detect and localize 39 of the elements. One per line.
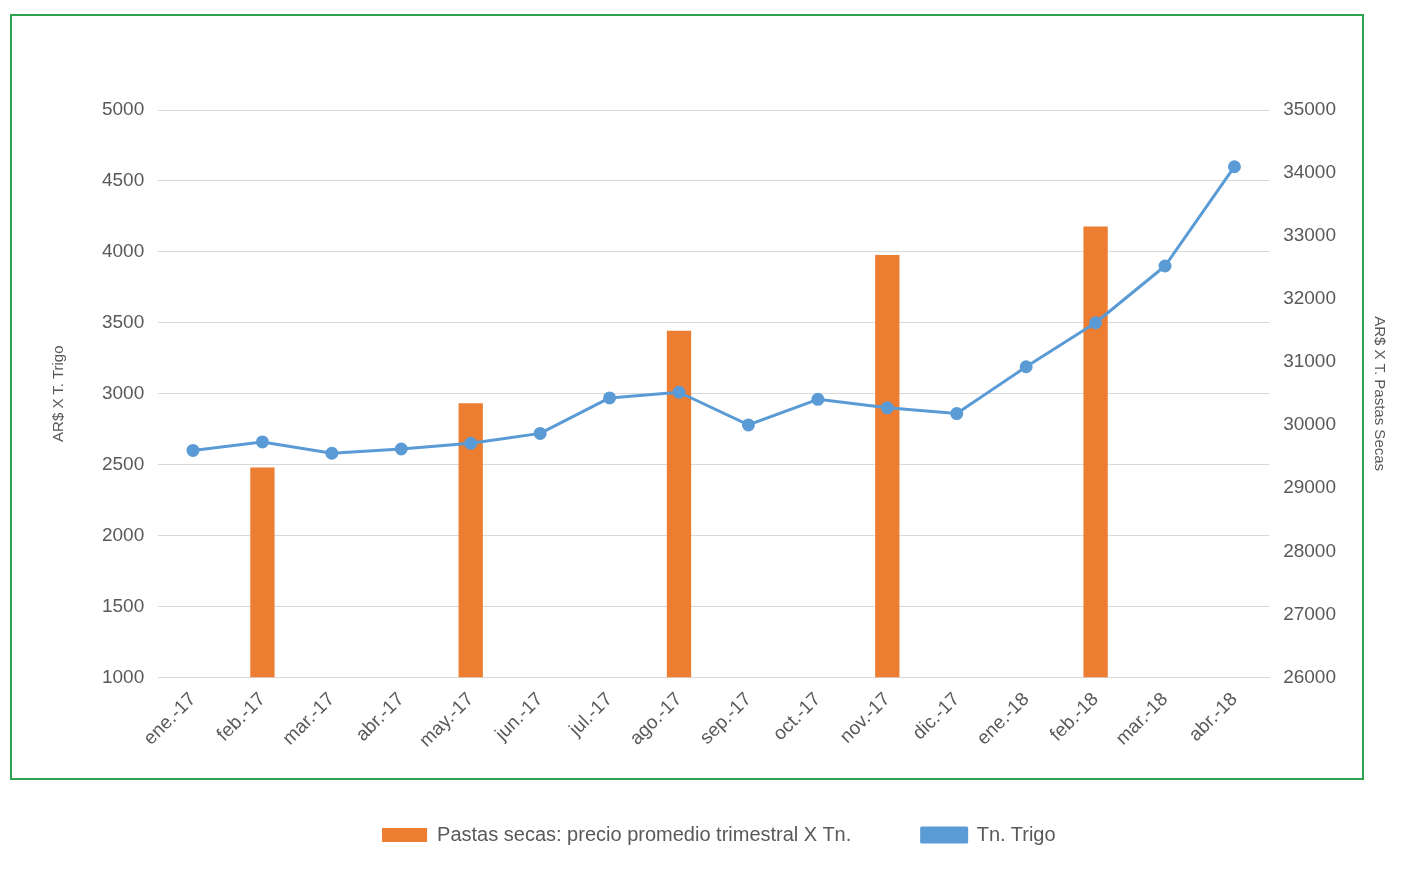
- point: [464, 436, 478, 450]
- legend-label: Tn. Trigo: [976, 822, 1056, 845]
- point: [394, 442, 408, 456]
- point: [1089, 316, 1103, 330]
- y-tick-label: 2000: [101, 523, 145, 545]
- point: [1158, 259, 1172, 273]
- y2-tick-label: 26000: [1283, 665, 1337, 687]
- point: [950, 407, 964, 421]
- y-axis-title: AR$ X T. Trigo: [49, 345, 67, 442]
- y2-tick-label: 34000: [1283, 161, 1337, 183]
- y-tick-label: 1000: [101, 665, 145, 687]
- point: [325, 446, 339, 460]
- y2-tick-label: 32000: [1283, 287, 1337, 309]
- point: [1227, 160, 1241, 174]
- point: [672, 385, 686, 399]
- y-tick-label: 4000: [101, 240, 145, 262]
- point: [255, 435, 269, 449]
- point: [533, 426, 547, 440]
- y2-tick-label: 29000: [1283, 476, 1337, 498]
- y2-tick-label: 28000: [1283, 539, 1337, 561]
- point: [1019, 360, 1033, 374]
- legend-label: Pastas secas: precio promedio trimestral X Tn.: [437, 822, 852, 845]
- point: [880, 401, 894, 415]
- y2-tick-label: 27000: [1283, 602, 1337, 624]
- point: [741, 418, 755, 432]
- y-tick-label: 4500: [101, 169, 145, 191]
- y-tick-label: 1500: [101, 594, 145, 616]
- y2-tick-label: 31000: [1283, 350, 1337, 372]
- y-tick-label: 5000: [101, 98, 145, 120]
- y-tick-label: 3000: [101, 381, 145, 403]
- y2-tick-label: 35000: [1283, 98, 1337, 120]
- y-tick-label: 3500: [101, 310, 145, 332]
- point: [603, 391, 617, 405]
- y2-tick-label: 30000: [1283, 413, 1337, 435]
- point: [186, 443, 200, 457]
- y2-tick-label: 33000: [1283, 224, 1337, 246]
- y-tick-label: 2500: [101, 452, 145, 474]
- point: [811, 392, 825, 406]
- y2-axis-title: AR$ X T. Pastas Secas: [1371, 316, 1389, 472]
